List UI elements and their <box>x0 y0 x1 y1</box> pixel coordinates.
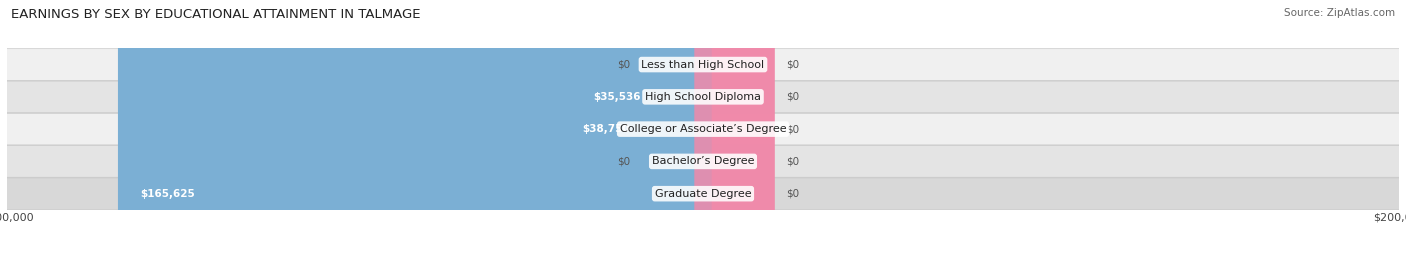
Text: $0: $0 <box>786 92 800 102</box>
FancyBboxPatch shape <box>571 0 711 269</box>
Text: Source: ZipAtlas.com: Source: ZipAtlas.com <box>1284 8 1395 18</box>
Text: Less than High School: Less than High School <box>641 59 765 70</box>
Text: EARNINGS BY SEX BY EDUCATIONAL ATTAINMENT IN TALMAGE: EARNINGS BY SEX BY EDUCATIONAL ATTAINMEN… <box>11 8 420 21</box>
Legend: Male, Female: Male, Female <box>636 268 770 269</box>
Text: College or Associate’s Degree: College or Associate’s Degree <box>620 124 786 134</box>
FancyBboxPatch shape <box>695 0 775 269</box>
FancyBboxPatch shape <box>0 178 1406 210</box>
Text: Bachelor’s Degree: Bachelor’s Degree <box>652 156 754 167</box>
FancyBboxPatch shape <box>643 0 711 269</box>
Text: High School Diploma: High School Diploma <box>645 92 761 102</box>
FancyBboxPatch shape <box>0 81 1406 113</box>
FancyBboxPatch shape <box>695 0 775 269</box>
FancyBboxPatch shape <box>695 0 775 269</box>
FancyBboxPatch shape <box>0 146 1406 177</box>
Text: $0: $0 <box>786 189 800 199</box>
FancyBboxPatch shape <box>560 0 711 269</box>
FancyBboxPatch shape <box>695 0 775 269</box>
FancyBboxPatch shape <box>118 0 711 269</box>
Text: $35,536: $35,536 <box>593 92 641 102</box>
Text: $0: $0 <box>617 59 630 70</box>
FancyBboxPatch shape <box>0 113 1406 145</box>
Text: $0: $0 <box>617 156 630 167</box>
FancyBboxPatch shape <box>0 49 1406 80</box>
Text: $165,625: $165,625 <box>141 189 195 199</box>
Text: $0: $0 <box>786 124 800 134</box>
Text: $0: $0 <box>786 59 800 70</box>
Text: Graduate Degree: Graduate Degree <box>655 189 751 199</box>
Text: $38,750: $38,750 <box>582 124 630 134</box>
FancyBboxPatch shape <box>695 0 775 269</box>
FancyBboxPatch shape <box>643 0 711 269</box>
Text: $0: $0 <box>786 156 800 167</box>
